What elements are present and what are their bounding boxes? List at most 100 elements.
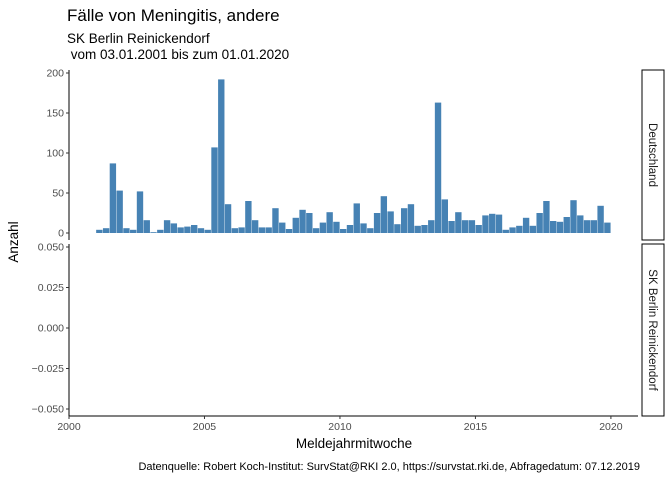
y-axis-title: Anzahl xyxy=(6,221,21,262)
bar xyxy=(130,229,137,233)
bar xyxy=(502,229,509,233)
bar xyxy=(306,213,313,233)
bar xyxy=(556,221,564,233)
bar xyxy=(529,225,537,233)
bar xyxy=(563,217,570,233)
x-tick-label: 2000 xyxy=(57,421,81,433)
bar xyxy=(102,228,110,233)
x-tick-label: 2015 xyxy=(464,421,488,433)
bar xyxy=(184,226,191,233)
x-tick-label: 2010 xyxy=(328,421,352,433)
bar xyxy=(604,222,611,233)
bar xyxy=(455,212,462,233)
bar xyxy=(157,229,164,233)
bar xyxy=(265,227,272,233)
x-axis-title: Meldejahrmitwoche xyxy=(296,436,412,451)
x-axis: 2000 2005 2010 2015 2020 xyxy=(57,415,638,433)
x-tick-label: 2020 xyxy=(599,421,623,433)
bar xyxy=(150,232,157,233)
bar xyxy=(96,229,103,233)
y-tick-label: −0.050 xyxy=(32,404,65,416)
bar xyxy=(292,217,299,233)
y-tick-label: 50 xyxy=(52,188,64,200)
bar xyxy=(360,223,367,233)
bar xyxy=(245,201,252,233)
bar xyxy=(597,205,604,233)
bar xyxy=(123,228,130,233)
y-tick-label: 0.050 xyxy=(38,242,64,254)
bar xyxy=(224,204,232,233)
bar xyxy=(448,221,455,233)
y-tick-label: −0.025 xyxy=(32,363,65,375)
facet-strip-label: Deutschland xyxy=(646,123,658,187)
bar xyxy=(333,221,340,233)
bar xyxy=(475,225,482,233)
bar xyxy=(407,204,415,233)
bar xyxy=(204,229,211,233)
bar xyxy=(272,208,279,233)
bar xyxy=(468,220,476,233)
bar xyxy=(421,225,428,233)
bar xyxy=(231,228,239,233)
bar xyxy=(258,227,266,233)
bar xyxy=(441,199,448,233)
bar xyxy=(550,221,557,233)
y-tick-label: 0 xyxy=(58,228,64,240)
bar xyxy=(340,229,347,233)
data-source-caption: Datenquelle: Robert Koch-Institut: SurvS… xyxy=(138,461,640,473)
bar xyxy=(170,223,178,233)
facet-strip-label: SK Berlin Reinickendorf xyxy=(646,269,658,391)
chart-title: Fälle von Meningitis, andere xyxy=(67,6,280,25)
bar xyxy=(489,213,496,233)
bar xyxy=(116,190,123,233)
facet-strip xyxy=(641,243,665,417)
bar xyxy=(543,201,550,233)
y-tick-label: 100 xyxy=(46,148,64,160)
bar xyxy=(387,211,394,233)
panels: 0 50 100 150 200 Deutschland −0.050 −0.025 0.000… xyxy=(32,68,665,417)
bar xyxy=(583,220,591,233)
y-tick-label: 200 xyxy=(46,68,64,80)
bar xyxy=(136,191,144,233)
bar xyxy=(590,220,598,233)
bar xyxy=(312,228,320,233)
panel-2: −0.050 −0.025 0.000 0.025 0.050 SK Berlin Rei… xyxy=(32,242,665,417)
y-tick-label: 150 xyxy=(46,108,64,120)
bar xyxy=(367,228,374,233)
bar xyxy=(279,222,286,233)
y-tick-label: 0.025 xyxy=(38,282,64,294)
facet-strip xyxy=(641,69,665,241)
bar xyxy=(577,215,584,233)
bar xyxy=(522,217,530,233)
panel-1: 0 50 100 150 200 Deutschland xyxy=(46,68,665,241)
bar xyxy=(461,220,469,233)
bar xyxy=(177,227,184,233)
bar xyxy=(163,220,171,233)
bar xyxy=(211,147,218,233)
bar xyxy=(428,220,435,233)
bar xyxy=(197,228,205,233)
bar xyxy=(536,213,543,233)
bar xyxy=(285,229,293,233)
bar xyxy=(238,227,245,233)
bar xyxy=(353,203,360,233)
chart-subtitle-line-1: SK Berlin Reinickendorf xyxy=(67,31,210,46)
bar xyxy=(218,79,225,234)
bar xyxy=(434,102,442,233)
bar xyxy=(482,215,489,233)
x-tick-label: 2005 xyxy=(193,421,217,433)
bar xyxy=(319,222,327,233)
bar xyxy=(509,227,516,233)
bar xyxy=(570,200,577,233)
bar xyxy=(380,196,388,233)
bar xyxy=(109,163,117,233)
bar xyxy=(191,225,198,233)
y-tick-label: 0.000 xyxy=(38,323,64,335)
bar xyxy=(516,225,523,233)
bar xyxy=(346,225,354,233)
bar xyxy=(143,220,150,233)
bar xyxy=(299,209,306,233)
bar xyxy=(373,213,381,233)
bar xyxy=(326,212,333,233)
bar xyxy=(394,224,401,233)
